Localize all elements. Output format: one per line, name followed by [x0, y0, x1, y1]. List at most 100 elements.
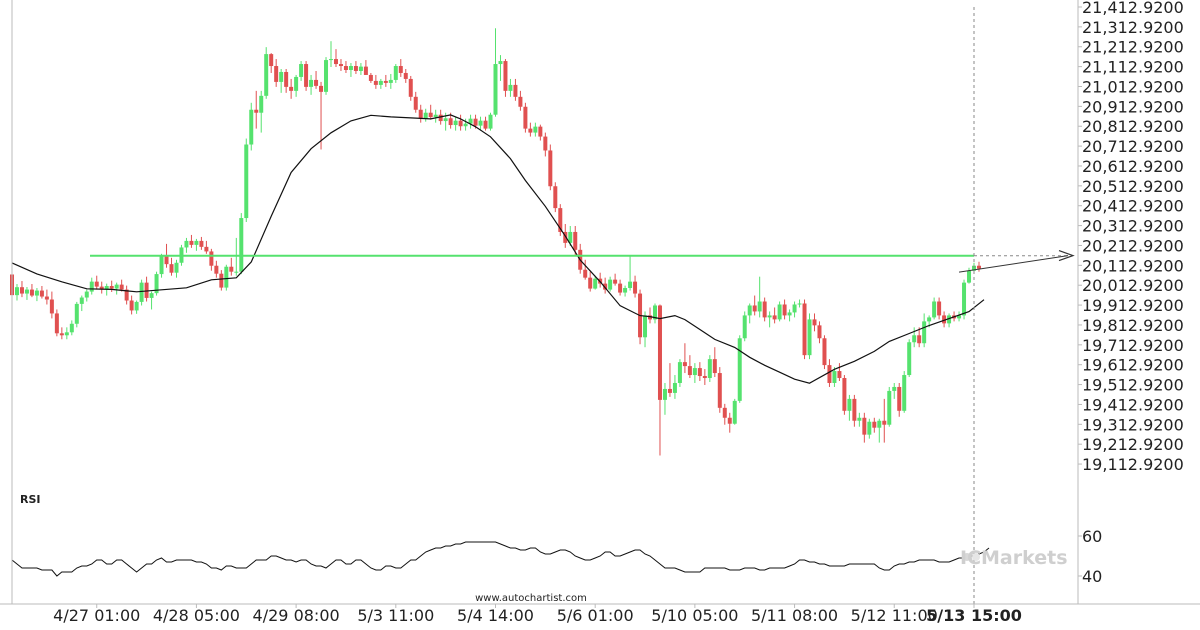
- candle: [393, 64, 398, 83]
- candle: [672, 375, 677, 399]
- level-layer: [90, 7, 1075, 604]
- candle: [463, 118, 468, 131]
- candle-body: [348, 66, 353, 70]
- candle-body: [473, 118, 478, 126]
- candle: [388, 73, 393, 89]
- candle-body: [114, 284, 119, 289]
- candle: [403, 69, 408, 83]
- candle: [289, 78, 294, 99]
- candle-body: [702, 376, 707, 379]
- candle-body: [967, 270, 972, 283]
- candle: [503, 59, 508, 97]
- candle-body: [927, 317, 932, 322]
- candle-body: [239, 218, 244, 272]
- candle-body: [872, 421, 877, 428]
- candle-body: [722, 407, 727, 418]
- candle: [488, 112, 493, 131]
- candle-body: [204, 246, 209, 252]
- candle-body: [528, 128, 533, 133]
- candle-body: [89, 281, 94, 292]
- candle-body: [428, 112, 433, 118]
- candle-body: [772, 315, 777, 320]
- candle-body: [413, 96, 418, 110]
- candle-body: [962, 282, 967, 316]
- projection-line: [958, 255, 1069, 273]
- candle: [667, 363, 672, 397]
- candle-body: [304, 64, 309, 87]
- candle-body: [373, 80, 378, 85]
- candle: [324, 57, 329, 95]
- candle: [319, 81, 324, 150]
- y-tick-label: 20,412.9200: [1082, 197, 1184, 216]
- candle-body: [463, 123, 468, 127]
- candle: [368, 72, 373, 83]
- candle: [812, 313, 817, 332]
- candle-body: [787, 312, 792, 316]
- candle: [309, 74, 314, 95]
- candle: [752, 295, 757, 316]
- candle: [408, 75, 413, 101]
- candle: [353, 61, 358, 74]
- candle-body: [129, 300, 134, 311]
- y-tick-label: 20,912.9200: [1082, 97, 1184, 116]
- candle: [19, 281, 24, 298]
- candle: [383, 74, 388, 87]
- candle: [49, 291, 54, 319]
- candle-body: [707, 359, 712, 379]
- candle: [169, 257, 174, 276]
- candle-body: [697, 368, 702, 377]
- candle: [269, 53, 274, 73]
- candle: [299, 61, 304, 81]
- candle-body: [289, 86, 294, 91]
- candle: [523, 102, 528, 133]
- candle: [742, 311, 747, 342]
- x-tick-label: 5/13 15:00: [926, 606, 1022, 625]
- candle: [378, 78, 383, 89]
- candle-body: [732, 400, 737, 424]
- candle: [702, 369, 707, 385]
- candle: [852, 394, 857, 427]
- candle-body: [209, 251, 214, 266]
- candle: [957, 311, 962, 322]
- candle: [99, 281, 104, 294]
- candle-body: [214, 265, 219, 274]
- candle-body: [189, 240, 194, 245]
- candle-body: [333, 59, 338, 65]
- candle-body: [149, 293, 154, 298]
- candle-body: [388, 79, 393, 83]
- candle-body: [857, 417, 862, 421]
- candle: [897, 382, 902, 417]
- y-tick-label: 20,812.9200: [1082, 117, 1184, 136]
- candle-body: [144, 282, 149, 298]
- candle: [548, 144, 553, 191]
- y-tick-label: 21,412.9200: [1082, 0, 1184, 17]
- candle: [259, 90, 264, 133]
- candle-body: [802, 303, 807, 356]
- candle: [892, 382, 897, 399]
- candle: [363, 60, 368, 75]
- candle-body: [912, 335, 917, 343]
- candle-body: [877, 420, 882, 428]
- candle: [583, 259, 588, 280]
- candle-body: [264, 54, 269, 96]
- candle-body: [34, 290, 39, 296]
- x-tick-label: 5/6 01:00: [557, 606, 634, 625]
- candle-body: [358, 66, 363, 71]
- candle-body: [633, 281, 638, 294]
- candle: [428, 104, 433, 120]
- candle-body: [234, 271, 239, 273]
- candle: [976, 261, 981, 272]
- ic-markets-logo-icon: ICMarkets: [960, 547, 1068, 569]
- x-tick-label: 5/12 11:00: [851, 606, 938, 625]
- candle: [513, 78, 518, 101]
- candle-body: [498, 61, 503, 65]
- candle-body: [573, 231, 578, 250]
- candle-body: [44, 296, 49, 300]
- candle-body: [124, 289, 129, 301]
- candle: [902, 371, 907, 413]
- candle-body: [782, 304, 787, 316]
- candle-body: [767, 315, 772, 318]
- candle-body: [717, 373, 722, 408]
- y-tick-label: 20,212.9200: [1082, 236, 1184, 255]
- candle-body: [378, 80, 383, 85]
